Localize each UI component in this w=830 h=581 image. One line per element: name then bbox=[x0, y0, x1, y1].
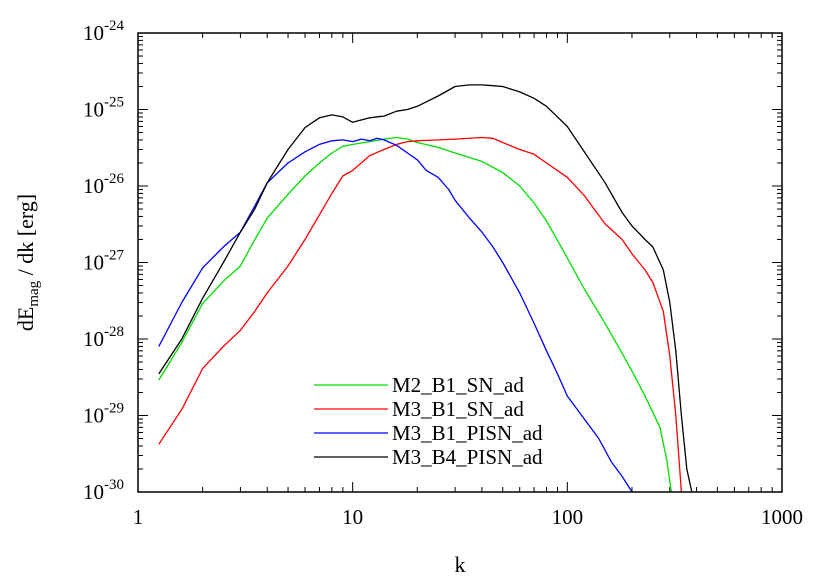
plot-frame bbox=[137, 32, 783, 493]
y-tick-label-exp: -28 bbox=[104, 324, 124, 340]
legend-label: M3_B4_PISN_ad bbox=[392, 445, 543, 469]
series-line-M2_B1_SN_ad bbox=[158, 136, 672, 492]
y-tick-label-base: 10 bbox=[83, 327, 104, 351]
y-tick-label-exp: -30 bbox=[104, 477, 124, 493]
ticks-layer: 1 10 100 100010-3010-2910-2810-2710-2610-25… bbox=[83, 18, 803, 529]
y-axis-title: dEmag / dk [erg] bbox=[13, 194, 42, 331]
legend-label: M3_B1_SN_ad bbox=[392, 397, 524, 421]
legend-label: M3_B1_PISN_ad bbox=[392, 421, 543, 445]
x-tick-label: 1000 bbox=[761, 505, 803, 529]
x-tick-label: 100 bbox=[552, 505, 584, 529]
y-tick-label: 10-24 bbox=[83, 18, 124, 45]
x-axis-title: k bbox=[455, 552, 466, 577]
y-tick-label: 10-30 bbox=[83, 477, 124, 504]
y-tick-label-base: 10 bbox=[83, 21, 104, 45]
y-tick-label-base: 10 bbox=[83, 174, 104, 198]
series-line-M3_B1_PISN_ad bbox=[158, 137, 633, 492]
legend-label: M2_B1_SN_ad bbox=[392, 373, 524, 397]
y-tick-label-exp: -24 bbox=[104, 18, 124, 34]
legend: M2_B1_SN_adM3_B1_SN_adM3_B1_PISN_adM3_B4… bbox=[314, 373, 543, 469]
y-tick-label-base: 10 bbox=[83, 480, 104, 504]
y-tick-label: 10-26 bbox=[83, 171, 124, 198]
series-line-M3_B1_SN_ad bbox=[158, 136, 683, 492]
y-tick-label-base: 10 bbox=[83, 251, 104, 275]
y-tick-label-base: 10 bbox=[83, 404, 104, 428]
x-tick-label: 10 bbox=[342, 505, 363, 529]
series-layer bbox=[158, 84, 693, 492]
y-tick-label: 10-27 bbox=[83, 248, 124, 275]
y-axis-title-main: dE bbox=[13, 307, 38, 331]
y-tick-label-exp: -25 bbox=[104, 95, 124, 111]
y-axis-title-rest: / dk [erg] bbox=[13, 194, 38, 281]
series-line-M3_B4_PISN_ad bbox=[158, 84, 693, 492]
y-tick-label: 10-25 bbox=[83, 95, 124, 122]
y-tick-label-base: 10 bbox=[83, 98, 104, 122]
y-tick-label-exp: -26 bbox=[104, 171, 124, 187]
y-tick-label-exp: -29 bbox=[104, 401, 124, 417]
y-tick-label: 10-28 bbox=[83, 324, 124, 351]
x-tick-label: 1 bbox=[133, 505, 144, 529]
y-tick-label-exp: -27 bbox=[104, 248, 124, 264]
y-tick-label: 10-29 bbox=[83, 401, 124, 428]
y-axis-title-sub: mag bbox=[26, 280, 42, 306]
